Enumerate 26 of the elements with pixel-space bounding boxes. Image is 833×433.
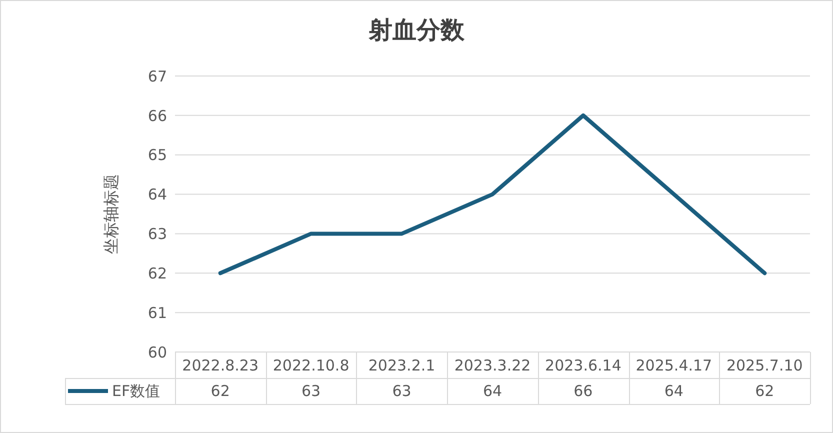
y-tick-label: 67 xyxy=(148,67,167,86)
data-label: 62 xyxy=(754,381,776,402)
y-tick-label: 62 xyxy=(148,264,167,282)
chart-title: 射血分数 xyxy=(368,15,466,46)
y-tick-label: 66 xyxy=(148,106,167,125)
y-tick-label: 61 xyxy=(148,304,167,322)
legend-label: EF数值 xyxy=(112,382,160,400)
data-label: 64 xyxy=(663,381,684,402)
data-label: 62 xyxy=(210,381,231,402)
y-tick-label: 60 xyxy=(148,343,167,362)
data-label: 63 xyxy=(391,381,412,402)
y-tick-label: 65 xyxy=(148,146,167,164)
x-tick-label: 2023.3.22 xyxy=(454,356,531,375)
x-tick-label: 2023.2.1 xyxy=(368,356,436,375)
y-tick-label: 64 xyxy=(148,186,167,204)
x-tick-label: 2025.4.17 xyxy=(636,356,712,375)
x-tick-label: 2022.10.8 xyxy=(272,356,350,375)
data-label: 63 xyxy=(300,381,322,402)
y-axis-title: 坐标轴标题 xyxy=(102,174,122,254)
x-tick-label: 2025.7.10 xyxy=(726,356,803,375)
y-tick-label: 63 xyxy=(148,225,167,244)
data-label: 66 xyxy=(572,381,594,402)
data-label: 64 xyxy=(482,381,504,402)
x-tick-label: 2023.6.14 xyxy=(545,356,622,375)
line-series xyxy=(218,113,767,276)
x-tick-label: 2022.8.23 xyxy=(182,356,259,375)
